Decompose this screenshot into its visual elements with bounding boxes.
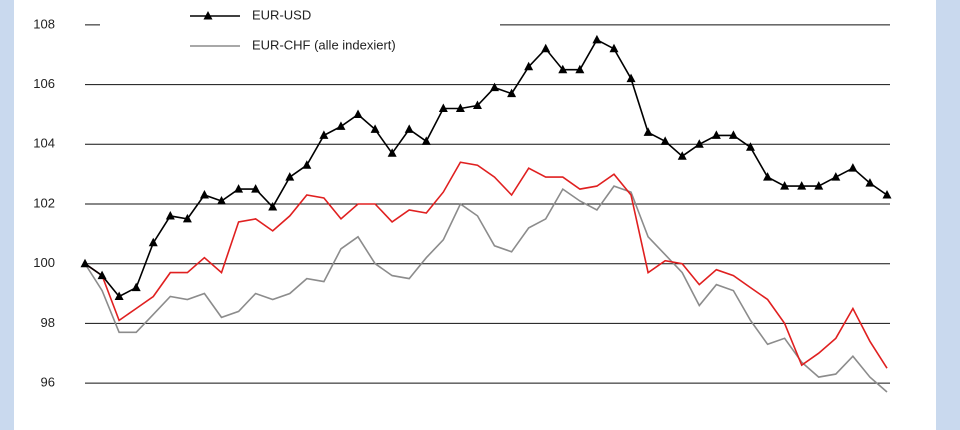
point-marker — [148, 237, 158, 247]
point-marker — [472, 100, 482, 110]
point-marker — [592, 34, 602, 44]
point-marker — [814, 181, 824, 190]
point-marker — [182, 213, 192, 223]
point-marker — [626, 73, 636, 83]
point-marker — [302, 160, 312, 169]
point-marker — [455, 103, 465, 112]
point-marker — [643, 127, 653, 136]
y-tick-label: 98 — [41, 315, 55, 330]
point-marker — [660, 136, 670, 145]
point-marker — [763, 172, 773, 181]
y-tick-label: 102 — [33, 195, 55, 210]
y-tick-label: 106 — [33, 76, 55, 91]
point-marker — [728, 130, 738, 139]
point-marker — [234, 184, 244, 193]
point-marker — [387, 148, 397, 157]
point-marker — [319, 130, 329, 139]
y-tick-label: 96 — [41, 375, 55, 390]
point-marker — [575, 64, 585, 74]
point-marker — [97, 270, 107, 280]
point-marker — [353, 109, 363, 118]
point-marker — [114, 291, 124, 301]
series-line — [84, 161, 888, 369]
point-marker — [797, 181, 807, 190]
point-marker — [421, 136, 431, 145]
point-marker — [336, 121, 346, 130]
point-marker — [848, 163, 858, 172]
point-marker — [524, 61, 534, 71]
y-tick-label: 108 — [33, 16, 55, 31]
point-marker — [711, 130, 721, 139]
point-marker — [541, 43, 551, 53]
legend-marker — [203, 11, 213, 20]
point-marker — [745, 142, 755, 151]
point-marker — [780, 181, 790, 190]
point-marker — [865, 178, 875, 187]
point-marker — [609, 43, 619, 53]
y-tick-label: 104 — [33, 136, 55, 151]
point-marker — [217, 196, 227, 205]
point-marker — [165, 210, 175, 220]
series-line — [84, 185, 888, 393]
point-marker — [131, 282, 141, 292]
point-marker — [882, 190, 892, 199]
point-marker — [677, 151, 687, 160]
point-marker — [199, 190, 209, 199]
series-line — [84, 38, 888, 298]
legend-label: EUR-CHF (alle indexiert) — [252, 37, 396, 52]
point-marker — [490, 82, 500, 92]
point-marker — [285, 172, 295, 181]
point-marker — [831, 172, 841, 181]
point-marker — [404, 124, 414, 133]
point-marker — [438, 103, 448, 112]
legend-label: EUR-USD — [252, 7, 311, 22]
point-marker — [251, 184, 261, 193]
point-marker — [558, 64, 568, 74]
legend-box — [100, 4, 500, 58]
point-marker — [268, 201, 278, 211]
point-marker — [80, 258, 90, 268]
point-marker — [507, 88, 517, 98]
point-marker — [370, 124, 380, 133]
point-marker — [694, 139, 704, 148]
y-tick-label: 100 — [33, 255, 55, 270]
